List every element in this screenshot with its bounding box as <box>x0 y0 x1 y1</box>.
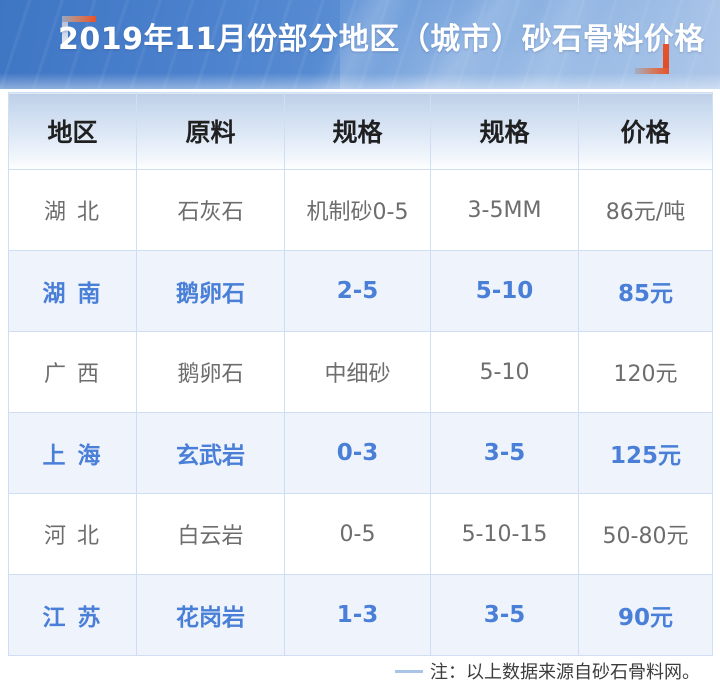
source-note-text: 注：以上数据来源自砂石骨料网。 <box>430 662 700 683</box>
table-header-row: 地区 原料 规格 规格 价格 <box>8 92 713 170</box>
cell-region: 上 海 <box>8 412 137 494</box>
table-header: 地区 原料 规格 规格 价格 <box>8 92 713 170</box>
title-wrapper: 2019年11月份部分地区（城市）砂石骨料价格 <box>40 14 704 76</box>
price-table: 地区 原料 规格 规格 价格 湖 北 石灰石 机制砂0-5 3-5MM 86元/… <box>8 92 713 656</box>
cell-spec-2: 3-5MM <box>430 169 579 251</box>
cell-region: 河 北 <box>8 493 137 575</box>
cell-spec-1: 机制砂0-5 <box>284 169 431 251</box>
cell-price: 90元 <box>578 574 713 656</box>
cell-material: 鹅卵石 <box>136 331 285 413</box>
cell-material: 石灰石 <box>136 169 285 251</box>
cell-spec-1: 1-3 <box>284 574 431 656</box>
title-banner: 2019年11月份部分地区（城市）砂石骨料价格 <box>0 0 720 89</box>
cell-material: 白云岩 <box>136 493 285 575</box>
bracket-horizontal-stroke <box>635 68 669 74</box>
cell-spec-2: 3-5 <box>430 412 579 494</box>
dash-icon <box>395 669 423 673</box>
table-row: 湖 南 鹅卵石 2-5 5-10 85元 <box>8 250 713 332</box>
cell-spec-2: 5-10-15 <box>430 493 579 575</box>
bracket-vertical-stroke <box>663 44 669 74</box>
table-row: 广 西 鹅卵石 中细砂 5-10 120元 <box>8 331 713 413</box>
column-header-spec-2: 规格 <box>430 92 579 170</box>
table-body: 湖 北 石灰石 机制砂0-5 3-5MM 86元/吨 湖 南 鹅卵石 2-5 5… <box>8 169 713 656</box>
cell-price: 50-80元 <box>578 493 713 575</box>
cell-price: 125元 <box>578 412 713 494</box>
cell-spec-1: 2-5 <box>284 250 431 332</box>
cell-spec-2: 5-10 <box>430 250 579 332</box>
cell-region: 江 苏 <box>8 574 137 656</box>
cell-region: 湖 北 <box>8 169 137 251</box>
cell-spec-1: 0-3 <box>284 412 431 494</box>
price-table-container: 地区 原料 规格 规格 价格 湖 北 石灰石 机制砂0-5 3-5MM 86元/… <box>8 92 713 656</box>
cell-spec-1: 中细砂 <box>284 331 431 413</box>
cell-spec-2: 5-10 <box>430 331 579 413</box>
bracket-horizontal-stroke <box>62 16 96 22</box>
table-row: 河 北 白云岩 0-5 5-10-15 50-80元 <box>8 493 713 575</box>
table-row: 湖 北 石灰石 机制砂0-5 3-5MM 86元/吨 <box>8 169 713 251</box>
cell-price: 86元/吨 <box>578 169 713 251</box>
column-header-spec-1: 规格 <box>284 92 431 170</box>
page-title: 2019年11月份部分地区（城市）砂石骨料价格 <box>58 22 705 57</box>
cell-material: 花岗岩 <box>136 574 285 656</box>
column-header-material: 原料 <box>136 92 285 170</box>
corner-bracket-bottom-right-icon <box>635 44 669 74</box>
cell-spec-2: 3-5 <box>430 574 579 656</box>
cell-region: 广 西 <box>8 331 137 413</box>
cell-price: 85元 <box>578 250 713 332</box>
source-note: 注：以上数据来源自砂石骨料网。 <box>0 651 720 691</box>
cell-material: 玄武岩 <box>136 412 285 494</box>
cell-price: 120元 <box>578 331 713 413</box>
column-header-region: 地区 <box>8 92 137 170</box>
column-header-price: 价格 <box>578 92 713 170</box>
table-row: 上 海 玄武岩 0-3 3-5 125元 <box>8 412 713 494</box>
bracket-vertical-stroke <box>62 16 68 46</box>
cell-region: 湖 南 <box>8 250 137 332</box>
cell-material: 鹅卵石 <box>136 250 285 332</box>
cell-spec-1: 0-5 <box>284 493 431 575</box>
table-row: 江 苏 花岗岩 1-3 3-5 90元 <box>8 574 713 656</box>
corner-bracket-top-left-icon <box>62 16 96 46</box>
